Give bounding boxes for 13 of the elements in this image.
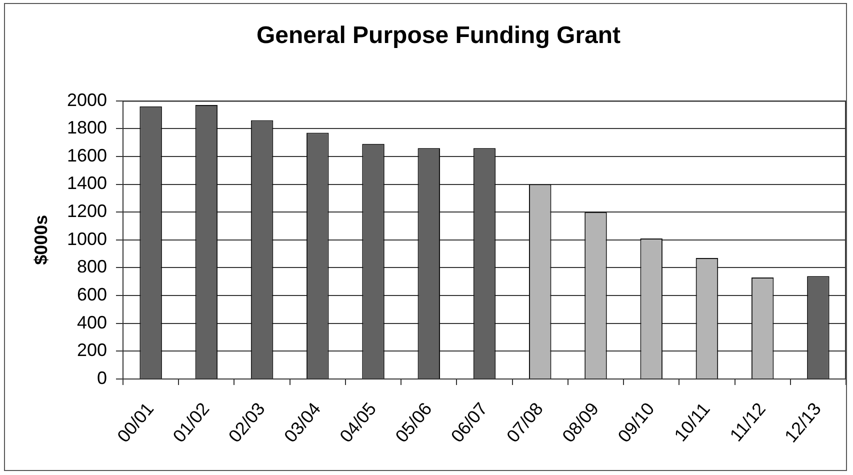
y-tick-label: 600: [76, 284, 107, 305]
y-tick-label: 1400: [66, 173, 107, 194]
y-tick-label: 1800: [66, 118, 107, 138]
y-tick-label: 200: [76, 340, 107, 360]
y-tick-label: 0: [96, 368, 107, 388]
y-axis-title: $000s: [30, 214, 51, 265]
y-tick-label: 1600: [66, 145, 107, 166]
y-tick-label: 400: [76, 312, 107, 332]
y-tick-label: 2000: [66, 90, 107, 110]
chart-title: General Purpose Funding Grant: [256, 22, 621, 50]
y-tick-label: 1200: [66, 201, 107, 222]
y-tick-label: 800: [76, 256, 107, 277]
y-tick-label: 1000: [66, 228, 107, 249]
